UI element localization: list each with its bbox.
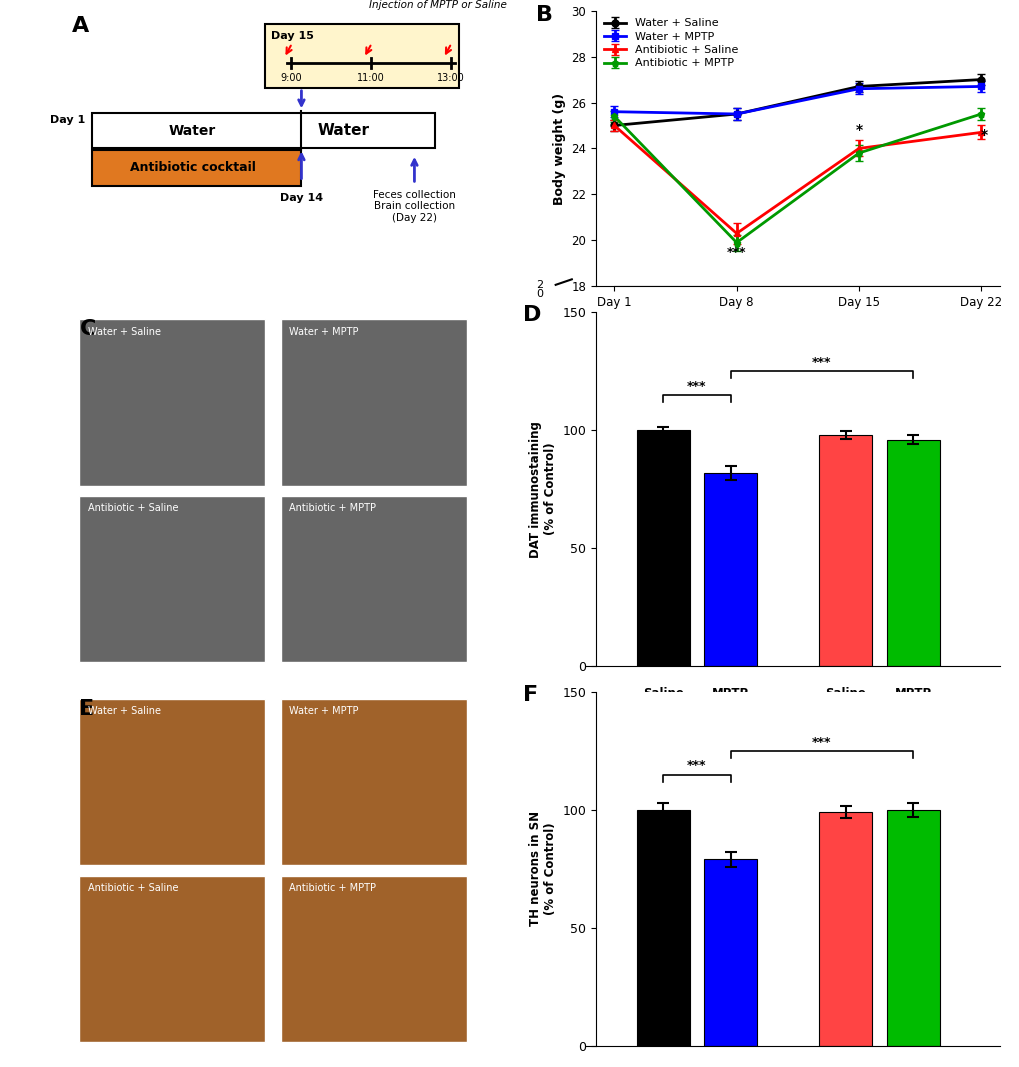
Text: B: B	[535, 5, 552, 26]
Text: Day 15: Day 15	[271, 31, 314, 42]
Bar	[281, 496, 467, 663]
Text: Water + Saline: Water + Saline	[88, 706, 160, 716]
Text: Water: Water	[169, 124, 216, 138]
Text: F: F	[523, 685, 538, 705]
Bar	[281, 876, 467, 1042]
Text: ***: ***	[811, 736, 830, 749]
Bar	[818, 435, 871, 666]
Bar	[79, 496, 265, 663]
Y-axis label: TH neurons in SN
(% of Control): TH neurons in SN (% of Control)	[529, 811, 556, 926]
Text: Injection of MPTP or Saline: Injection of MPTP or Saline	[369, 0, 506, 11]
Text: 13:00: 13:00	[436, 74, 465, 83]
Text: Antibiotic + Saline: Antibiotic + Saline	[88, 883, 178, 893]
Bar	[281, 319, 467, 485]
Bar	[886, 440, 938, 666]
Text: Water + MPTP: Water + MPTP	[289, 706, 359, 716]
Text: 0: 0	[536, 289, 542, 299]
Text: Water: Water	[318, 123, 370, 138]
Bar	[79, 699, 265, 865]
Text: *: *	[980, 128, 987, 142]
FancyBboxPatch shape	[92, 113, 434, 148]
Text: MPTP: MPTP	[894, 687, 930, 700]
Text: A: A	[72, 16, 90, 36]
Bar	[281, 699, 467, 865]
Text: Saline: Saline	[642, 687, 683, 700]
Text: MPTP: MPTP	[711, 687, 748, 700]
Text: E: E	[79, 699, 95, 719]
Text: Day 14: Day 14	[279, 192, 323, 203]
Bar	[636, 810, 689, 1046]
Text: Water + Saline: Water + Saline	[88, 327, 160, 336]
Text: Antibiotic + MPTP: Antibiotic + MPTP	[289, 504, 376, 513]
Bar	[818, 812, 871, 1046]
Text: Feces collection
Brain collection
(Day 22): Feces collection Brain collection (Day 2…	[373, 190, 455, 223]
Y-axis label: Body weight (g): Body weight (g)	[552, 93, 566, 205]
Bar	[703, 860, 756, 1046]
Legend: Water + Saline, Water + MPTP, Antibiotic + Saline, Antibiotic + MPTP: Water + Saline, Water + MPTP, Antibiotic…	[601, 16, 740, 70]
Text: ***: ***	[687, 760, 706, 773]
Text: Water + MPTP: Water + MPTP	[289, 327, 359, 336]
Text: 11:00: 11:00	[357, 74, 384, 83]
Text: 2: 2	[535, 280, 542, 290]
Bar	[703, 473, 756, 666]
Text: Antibiotic + MPTP: Antibiotic + MPTP	[289, 883, 376, 893]
Text: Antibiotic: Antibiotic	[845, 708, 912, 721]
Text: *: *	[855, 123, 862, 137]
Text: Water: Water	[676, 708, 717, 721]
Text: ***: ***	[687, 380, 706, 393]
Text: Antibiotic cocktail: Antibiotic cocktail	[129, 161, 255, 174]
FancyBboxPatch shape	[92, 149, 302, 186]
Bar	[79, 876, 265, 1042]
Text: 9:00: 9:00	[280, 74, 302, 83]
Text: ***: ***	[727, 245, 746, 258]
Text: ***: ***	[811, 356, 830, 369]
Bar	[79, 319, 265, 485]
Bar	[886, 810, 938, 1046]
Y-axis label: DAT immunostaining
(% of Control): DAT immunostaining (% of Control)	[529, 420, 556, 558]
Text: Day 1: Day 1	[50, 114, 86, 125]
Text: Saline: Saline	[824, 687, 865, 700]
Text: Antibiotic + Saline: Antibiotic + Saline	[88, 504, 178, 513]
Text: C: C	[79, 319, 96, 339]
Bar	[636, 430, 689, 666]
Text: D: D	[523, 305, 541, 325]
FancyBboxPatch shape	[265, 25, 459, 87]
